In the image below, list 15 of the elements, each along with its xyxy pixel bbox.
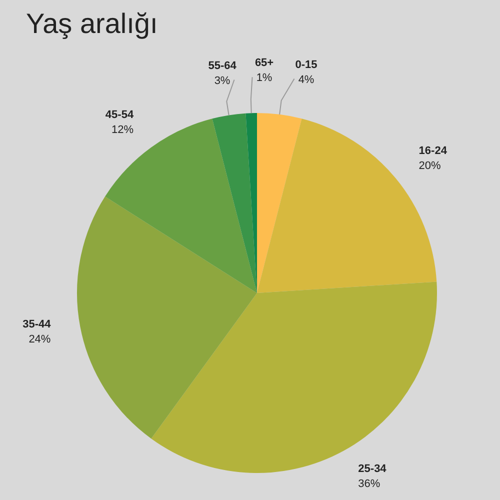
- slice-label: 0-15: [295, 58, 318, 71]
- slice-label: 45-54: [105, 109, 134, 122]
- slice-label: 25-34: [358, 463, 388, 476]
- slice-label: 55-64: [208, 60, 238, 72]
- data-label: 36%: [358, 478, 380, 490]
- data-label: 24%: [28, 333, 51, 346]
- slice-label: 16-24: [418, 145, 448, 158]
- data-label: 12%: [112, 124, 134, 136]
- data-label: 3%: [214, 74, 230, 87]
- slice-label: 35-44: [22, 318, 52, 330]
- data-label: 4%: [298, 74, 314, 86]
- chart-title: Yaş aralığı: [26, 8, 158, 40]
- data-label: 20%: [418, 160, 442, 172]
- data-label: 1%: [256, 72, 272, 84]
- slice-label: 65+: [254, 57, 274, 70]
